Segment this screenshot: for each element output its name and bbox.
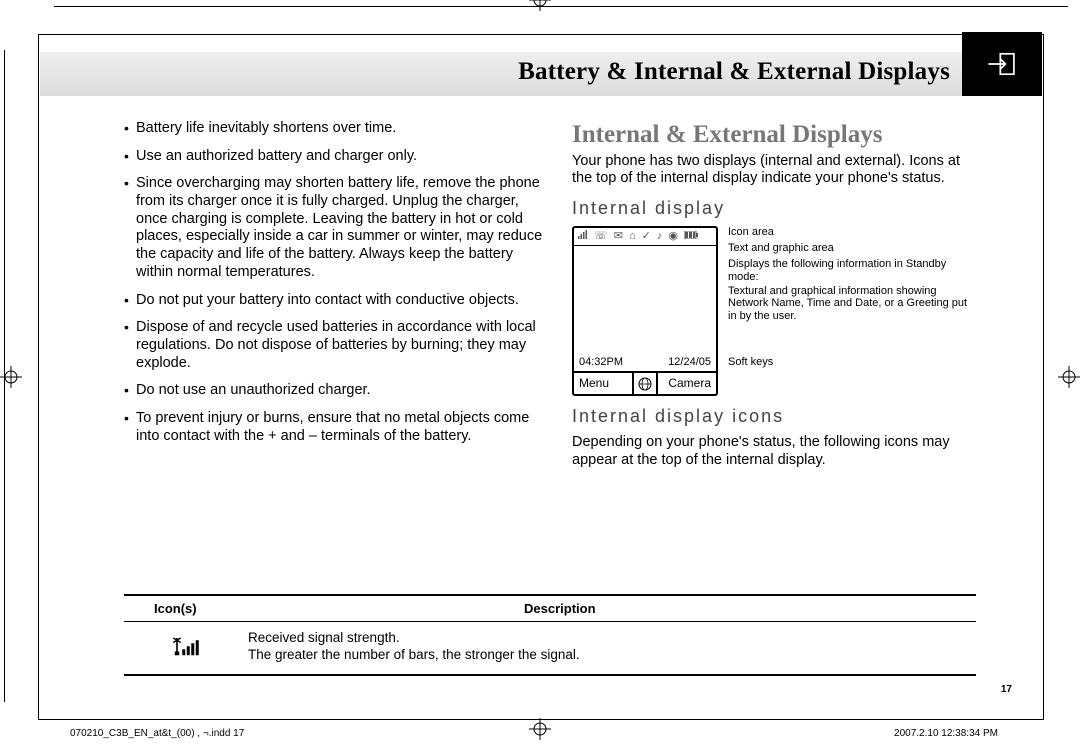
signal-strength-icon	[124, 636, 248, 658]
bullet-item: Battery life inevitably shortens over ti…	[124, 120, 554, 138]
annot-detail: Textural and graphical information showi…	[728, 285, 977, 322]
right-column: Internal & External Displays Your phone …	[572, 120, 977, 469]
section-title: Internal & External Displays	[572, 120, 977, 151]
bullet-text: Use an authorized battery and charger on…	[136, 148, 417, 164]
table-row: Received signal strength. The greater th…	[124, 622, 976, 676]
bullet-item: Dispose of and recycle used batteries in…	[124, 319, 554, 372]
th-description: Description	[524, 596, 976, 621]
left-column: Battery life inevitably shortens over ti…	[124, 120, 554, 455]
desc-line1: Received signal strength.	[248, 630, 976, 647]
footer-left: 070210_C3B_EN_at&t_(00) , ¬.indd 17	[70, 728, 244, 739]
desc-line2: The greater the number of bars, the stro…	[248, 647, 976, 664]
bullet-item: To prevent injury or burns, ensure that …	[124, 410, 554, 445]
date-text: 12/24/05	[668, 356, 711, 369]
bullet-text: Since overcharging may shorten battery l…	[136, 175, 542, 279]
subheading-internal-display: Internal display	[572, 198, 977, 220]
bullet-text: Do not put your battery into contact wit…	[136, 292, 519, 308]
footer-right: 2007.2.10 12:38:34 PM	[894, 728, 998, 739]
icon-area-row: ☏ ✉ ⌂ ✓ ♪ ◉	[574, 228, 716, 246]
phone-screen-mockup: ☏ ✉ ⌂ ✓ ♪ ◉ 04:32PM 12/24/05 Menu C	[572, 226, 718, 396]
annot-text-area: Text and graphic area	[728, 242, 977, 254]
annot-icon-area: Icon area	[728, 226, 977, 238]
mini-icon: ◉	[668, 230, 678, 243]
bullet-text: Do not use an unauthorized charger.	[136, 382, 371, 398]
mini-icon: ⌂	[629, 230, 636, 243]
subheading-internal-icons: Internal display icons	[572, 406, 977, 428]
registration-mark-left	[0, 366, 22, 388]
td-description: Received signal strength. The greater th…	[248, 630, 976, 664]
header-badge-icon	[962, 32, 1042, 96]
globe-icon	[634, 373, 658, 394]
bullet-item: Since overcharging may shorten battery l…	[124, 175, 554, 281]
battery-mini-icon	[684, 230, 698, 243]
bullet-item: Do not put your battery into contact wit…	[124, 292, 554, 310]
softkey-left: Menu	[574, 373, 634, 394]
mini-icon: ✓	[642, 230, 651, 243]
time-text: 04:32PM	[579, 356, 623, 369]
mini-icon: ☏	[594, 230, 608, 243]
softkey-right: Camera	[658, 373, 716, 394]
bullet-text: Dispose of and recycle used batteries in…	[136, 319, 536, 370]
diagram-annotations: Icon area Text and graphic area Displays…	[728, 226, 977, 396]
page-number: 17	[1001, 684, 1012, 695]
trim-line-top	[54, 6, 1068, 7]
bullet-text: Battery life inevitably shortens over ti…	[136, 120, 396, 136]
table-header-row: Icon(s) Description	[124, 594, 976, 622]
time-date-row: 04:32PM 12/24/05	[574, 354, 716, 371]
signal-mini-icon	[578, 229, 588, 243]
bullet-text: To prevent injury or burns, ensure that …	[136, 410, 529, 444]
header-band: Battery & Internal & External Displays	[40, 52, 1042, 96]
softkeys-row: Menu Camera	[574, 371, 716, 394]
icons-table: Icon(s) Description Received signal stre…	[124, 594, 976, 676]
mini-icon: ✉	[614, 230, 623, 243]
registration-mark-top	[529, 0, 551, 11]
section-intro: Your phone has two displays (internal an…	[572, 153, 977, 188]
registration-mark-right	[1058, 366, 1080, 388]
annot-standby: Displays the following information in St…	[728, 258, 977, 283]
page-title: Battery & Internal & External Displays	[518, 58, 950, 86]
bullet-item: Use an authorized battery and charger on…	[124, 148, 554, 166]
battery-bullets: Battery life inevitably shortens over ti…	[124, 120, 554, 445]
annot-softkeys: Soft keys	[728, 356, 977, 368]
mini-icon: ♪	[657, 230, 663, 243]
display-diagram: ☏ ✉ ⌂ ✓ ♪ ◉ 04:32PM 12/24/05 Menu C	[572, 226, 977, 396]
bullet-item: Do not use an unauthorized charger.	[124, 382, 554, 400]
text-graphic-area	[574, 246, 716, 354]
th-icons: Icon(s)	[124, 596, 524, 621]
icons-intro-text: Depending on your phone's status, the fo…	[572, 434, 977, 469]
print-footer: 070210_C3B_EN_at&t_(00) , ¬.indd 17 2007…	[70, 728, 1072, 739]
